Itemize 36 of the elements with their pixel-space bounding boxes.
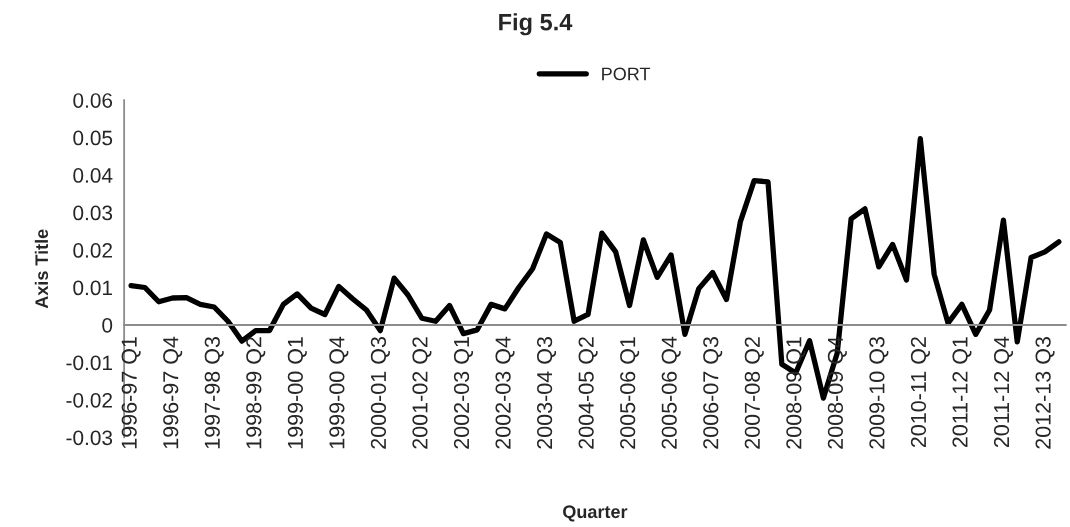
y-tick-label: -0.01 — [66, 355, 112, 371]
x-tick-label: 2010-11 Q2 — [910, 337, 930, 448]
x-tick-label: 2009-10 Q3 — [869, 337, 889, 449]
x-tick-label: 2005-06 Q1 — [620, 337, 640, 449]
y-tick-label: 0.03 — [73, 205, 113, 221]
x-tick-label: 2011-12 Q4 — [993, 336, 1014, 448]
y-tick-label: -0.03 — [66, 430, 113, 446]
x-tick-label: 2006-07 Q3 — [703, 337, 723, 449]
x-tick-label: 2008-09 Q1 — [786, 337, 806, 449]
y-tick-label: 0.05 — [73, 130, 113, 146]
chart-title: Fig 5.4 — [499, 13, 573, 36]
x-tick-label: 1998-99 Q2 — [246, 337, 266, 449]
x-tick-label: 2007-08 Q2 — [744, 337, 764, 449]
x-tick-label: 1996-97 Q4 — [163, 336, 183, 449]
y-tick-label: 0.02 — [73, 243, 112, 258]
x-tick-label: 2011-12 Q1 — [952, 337, 972, 448]
y-axis-title: Axis Title — [34, 229, 49, 309]
x-tick-label: 1999-00 Q1 — [287, 337, 307, 449]
y-tick-label: 0.04 — [73, 168, 113, 183]
x-tick-label: 2001-02 Q2 — [412, 337, 432, 449]
x-tick-label: 2004-05 Q2 — [578, 337, 598, 449]
x-tick-label: 2003-04 Q3 — [536, 337, 557, 449]
x-tick-label: 1997-98 Q3 — [204, 337, 224, 449]
x-tick-label: 1996-97 Q1 — [121, 337, 141, 449]
y-tick-label: 0 — [102, 317, 113, 333]
y-tick-label: -0.02 — [66, 392, 112, 408]
x-tick-label: 2000-01 Q3 — [370, 337, 390, 449]
x-tick-label: 2012-13 Q3 — [1035, 337, 1055, 449]
x-axis-title: Quarter — [563, 505, 628, 522]
y-tick-label: 0.01 — [73, 280, 112, 296]
legend-label: PORT — [602, 67, 651, 81]
x-tick-label: 2005-06 Q4 — [661, 336, 681, 449]
x-tick-label: 2002-03 Q4 — [495, 336, 515, 449]
y-tick-label: 0.06 — [73, 93, 113, 108]
x-tick-label: 1999-00 Q4 — [329, 336, 349, 449]
x-tick-label: 2002-03 Q1 — [453, 337, 474, 449]
